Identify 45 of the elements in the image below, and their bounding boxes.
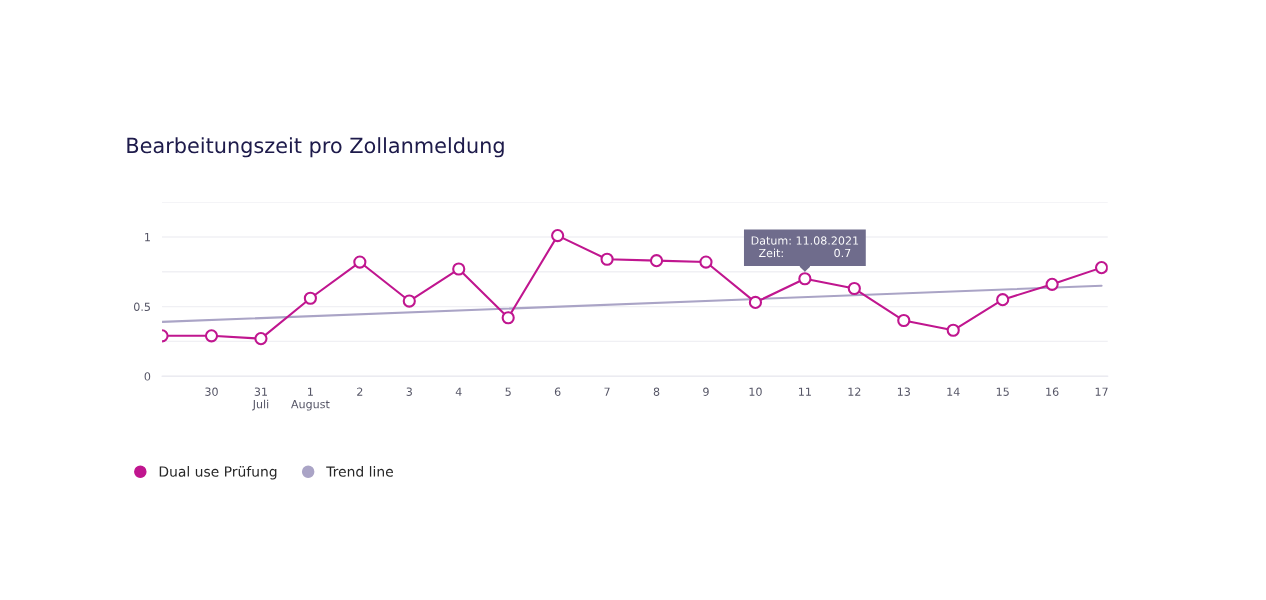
x-tick-label: 4 [455, 387, 462, 396]
y-tick-label: 0 [144, 372, 151, 381]
x-tick-label: 13 [897, 387, 910, 396]
x-tick-label: 7 [604, 387, 610, 396]
point [946, 323, 960, 337]
point [452, 262, 466, 276]
point [748, 295, 763, 310]
point [303, 291, 317, 305]
y-tick-label: 1 [145, 233, 150, 242]
point [1094, 261, 1108, 275]
x-tick-label: 6 [554, 387, 561, 396]
point [847, 281, 861, 296]
point [798, 272, 812, 286]
y-tick-label: 0.5 [134, 302, 150, 311]
x-tick-label: 8 [653, 387, 660, 396]
point [551, 229, 565, 243]
x-tick-label: 30 [205, 387, 218, 396]
annotation: Datum: 11.08.2021 Zeit: 0.7 [751, 236, 859, 258]
x-tick-label: 10 [749, 387, 762, 396]
point [353, 255, 367, 269]
legend-label: Trend line [326, 466, 393, 477]
x-tick-label: 12 [848, 387, 861, 396]
x-tick-label: 14 [947, 387, 960, 396]
x-tick-label: 11 [799, 387, 811, 396]
x-tick-label: 1 August [291, 387, 330, 411]
point [897, 313, 911, 328]
point [600, 252, 614, 266]
x-tick-label: 17 [1095, 387, 1108, 396]
x-tick-label: 31 Juli [252, 387, 269, 411]
x-tick-label: 3 [406, 387, 412, 396]
point [254, 332, 268, 346]
point [699, 255, 713, 269]
point [996, 293, 1010, 307]
x-tick-label: 16 [1046, 387, 1059, 396]
chart-title: Bearbeitungszeit pro Zollanmeldung [127, 137, 504, 158]
point [402, 294, 416, 308]
x-tick-label: 5 [505, 387, 511, 396]
point [649, 254, 664, 268]
x-tick-label: 9 [703, 387, 709, 396]
x-tick-label: 2 [357, 387, 363, 396]
point [1045, 277, 1059, 291]
point [501, 311, 515, 325]
legend-label: Dual use Prüfung [159, 466, 277, 480]
point [204, 329, 219, 343]
x-tick-label: 15 [996, 387, 1009, 396]
